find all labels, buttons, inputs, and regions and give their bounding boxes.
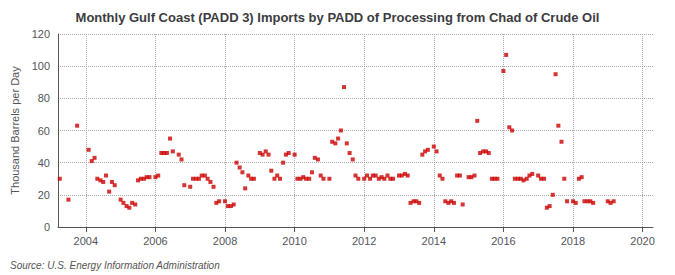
svg-text:0: 0 <box>44 221 50 233</box>
svg-text:2004: 2004 <box>74 235 98 247</box>
svg-text:2010: 2010 <box>282 235 306 247</box>
svg-text:2018: 2018 <box>561 235 585 247</box>
svg-text:2008: 2008 <box>213 235 237 247</box>
svg-text:Monthly Gulf Coast (PADD 3) Im: Monthly Gulf Coast (PADD 3) Imports by P… <box>76 10 600 25</box>
svg-text:2006: 2006 <box>143 235 167 247</box>
svg-text:Source: U.S. Energy Informatio: Source: U.S. Energy Information Administ… <box>10 260 220 271</box>
svg-text:2014: 2014 <box>422 235 446 247</box>
svg-text:2012: 2012 <box>352 235 376 247</box>
svg-text:40: 40 <box>38 157 50 169</box>
svg-text:Thousand Barrels per Day: Thousand Barrels per Day <box>9 66 21 195</box>
svg-text:60: 60 <box>38 125 50 137</box>
svg-text:2020: 2020 <box>630 235 654 247</box>
svg-text:2016: 2016 <box>491 235 515 247</box>
svg-text:80: 80 <box>38 92 50 104</box>
svg-text:100: 100 <box>32 60 50 72</box>
svg-text:20: 20 <box>38 189 50 201</box>
svg-text:120: 120 <box>32 28 50 40</box>
